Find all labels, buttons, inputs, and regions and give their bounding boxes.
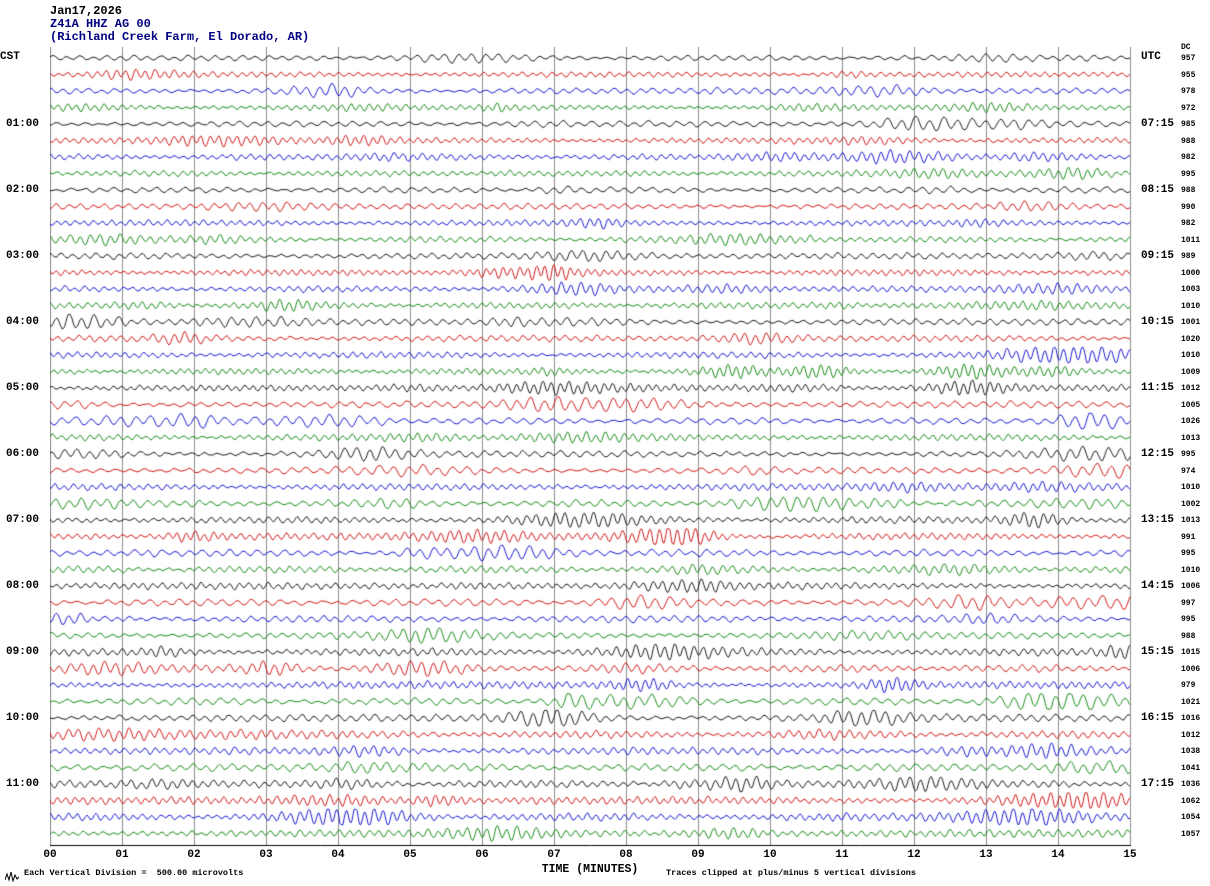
right-hour-label: 09:15 (1141, 250, 1175, 262)
x-tick-label: 00 (43, 849, 57, 861)
header-station: Z41A HHZ AG 00 (50, 17, 151, 31)
left-hour-label: 02:00 (6, 184, 40, 196)
dc-value: 955 (1181, 70, 1196, 80)
left-hour-label: 01:00 (6, 118, 40, 130)
dc-value: 1010 (1181, 301, 1201, 311)
x-tick-label: 05 (403, 849, 417, 861)
dc-value: 989 (1181, 252, 1196, 261)
right-hour-label: 11:15 (1141, 382, 1175, 394)
right-hour-label: 15:15 (1141, 646, 1175, 658)
dc-value: 988 (1181, 136, 1196, 146)
right-hour-label: 10:15 (1141, 316, 1175, 328)
dc-value: 1057 (1181, 829, 1201, 839)
dc-value: 1012 (1181, 384, 1201, 393)
x-tick-label: 14 (1051, 849, 1065, 861)
x-tick-label: 08 (619, 849, 633, 861)
dc-value: 991 (1181, 532, 1196, 542)
left-hour-label: 06:00 (6, 448, 40, 460)
dc-value: 1020 (1181, 334, 1201, 344)
dc-value: 1010 (1181, 565, 1201, 575)
header: Jan17,2026 Z41A HHZ AG 00 (Richland Cree… (50, 5, 309, 44)
dc-value: 1038 (1181, 747, 1201, 756)
dc-value: 1012 (1181, 730, 1201, 740)
dc-value: 995 (1181, 169, 1196, 179)
right-hour-label: 08:15 (1141, 184, 1175, 196)
dc-value: 979 (1181, 681, 1196, 690)
dc-value: 1001 (1181, 318, 1201, 327)
dc-value: 982 (1181, 153, 1196, 162)
right-hour-label: 13:15 (1141, 514, 1175, 526)
left-axis-label: CST (0, 51, 20, 63)
dc-value: 978 (1181, 87, 1196, 96)
footer-clip-note: Traces clipped at plus/minus 5 vertical … (666, 868, 916, 878)
dc-value: 1010 (1181, 483, 1201, 492)
dc-value: 1062 (1181, 796, 1201, 806)
right-hour-label: 16:15 (1141, 712, 1175, 724)
x-axis-title: TIME (MINUTES) (541, 863, 639, 876)
header-date: Jan17,2026 (50, 4, 123, 18)
right-hour-label: 17:15 (1141, 778, 1175, 790)
dc-value: 1041 (1181, 763, 1201, 773)
left-hour-label: 05:00 (6, 382, 40, 394)
dc-value: 1054 (1181, 813, 1201, 822)
dc-value: 990 (1181, 202, 1196, 212)
dc-value: 1006 (1181, 582, 1201, 591)
dc-value: 995 (1181, 450, 1196, 459)
dc-value: 1026 (1181, 417, 1201, 426)
left-hour-label: 04:00 (6, 316, 40, 328)
footer-scale-note: Each Vertical Division = 500.00 microvol… (24, 868, 244, 878)
x-tick-label: 01 (115, 849, 129, 861)
dc-value: 1010 (1181, 351, 1201, 360)
x-tick-label: 07 (547, 849, 561, 861)
dc-value: 1003 (1181, 285, 1201, 294)
dc-value: 1009 (1181, 367, 1201, 377)
scale-squiggle-icon (4, 869, 21, 886)
x-tick-label: 06 (475, 849, 489, 861)
dc-value: 982 (1181, 219, 1196, 228)
x-tick-label: 04 (331, 849, 345, 861)
x-tick-label: 12 (907, 849, 921, 861)
left-hour-label: 07:00 (6, 514, 40, 526)
x-tick-label: 15 (1123, 849, 1137, 861)
dc-value: 957 (1181, 54, 1196, 63)
dc-value: 1015 (1181, 648, 1201, 657)
dc-value: 1013 (1181, 433, 1201, 443)
dc-value: 985 (1181, 120, 1196, 129)
dc-value: 988 (1181, 631, 1196, 641)
dc-value: 1011 (1181, 235, 1201, 245)
left-hour-label: 03:00 (6, 250, 40, 262)
left-hour-label: 10:00 (6, 712, 40, 724)
dc-value: 995 (1181, 549, 1196, 558)
dc-value: 974 (1181, 466, 1196, 476)
right-hour-label: 14:15 (1141, 580, 1175, 592)
x-tick-label: 10 (763, 849, 777, 861)
dc-value: 1016 (1181, 714, 1201, 723)
dc-value: 1013 (1181, 516, 1201, 525)
left-hour-label: 08:00 (6, 580, 40, 592)
seismogram-canvas (50, 47, 1132, 847)
x-tick-label: 11 (835, 849, 849, 861)
left-hour-label: 11:00 (6, 778, 40, 790)
dc-value: 1005 (1181, 400, 1201, 410)
right-hour-label: 12:15 (1141, 448, 1175, 460)
dc-column-header: DC (1181, 43, 1191, 52)
dc-value: 995 (1181, 615, 1196, 624)
left-hour-label: 09:00 (6, 646, 40, 658)
x-tick-label: 09 (691, 849, 705, 861)
dc-value: 1000 (1181, 268, 1201, 278)
dc-value: 1006 (1181, 664, 1201, 674)
dc-value: 988 (1181, 186, 1196, 195)
dc-value: 1021 (1181, 697, 1201, 707)
header-location: (Richland Creek Farm, El Dorado, AR) (50, 30, 310, 44)
dc-value: 1036 (1181, 780, 1201, 789)
dc-value: 972 (1181, 103, 1196, 113)
dc-value: 997 (1181, 598, 1196, 608)
right-axis-label: UTC (1141, 51, 1161, 63)
x-tick-label: 02 (187, 849, 201, 861)
dc-value: 1002 (1181, 499, 1201, 509)
x-tick-label: 13 (979, 849, 993, 861)
right-hour-label: 07:15 (1141, 118, 1175, 130)
x-tick-label: 03 (259, 849, 273, 861)
